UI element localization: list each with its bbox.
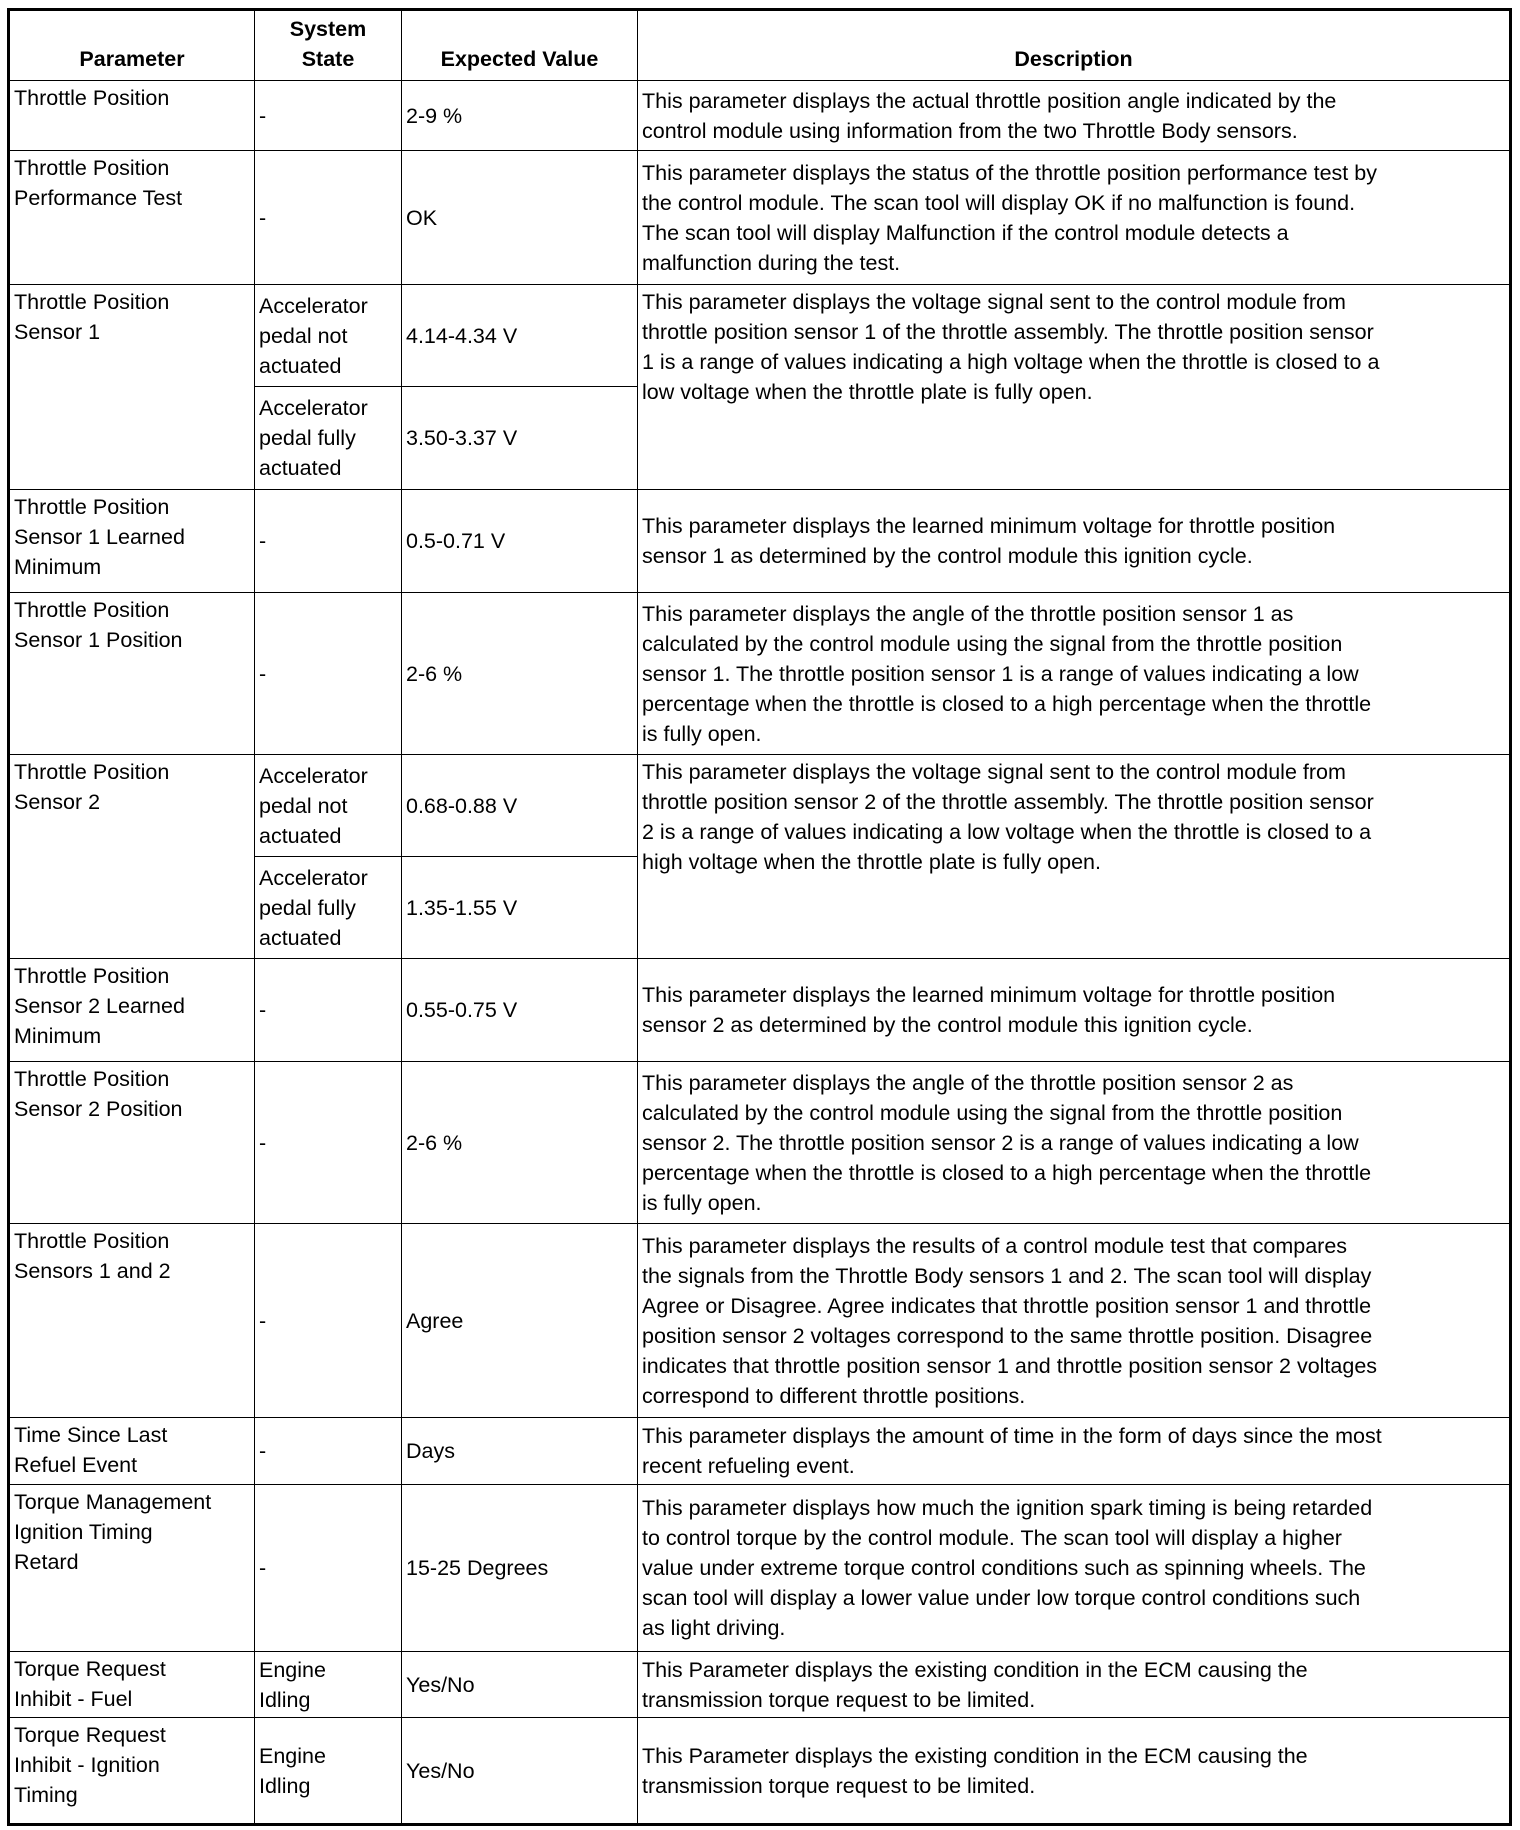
expected-value-cell: Yes/No [401,1717,638,1825]
system-state-cell: Engine Idling [254,1717,402,1825]
description-cell: This Parameter displays the existing con… [637,1717,1511,1825]
description-cell: This Parameter displays the existing con… [637,1651,1511,1718]
expected-value-cell: 15-25 Degrees [401,1484,638,1652]
table-row: Throttle Position Sensor 1 Position -2-6 … [8,592,1511,755]
expected-value-cell: 1.35-1.55 V [401,856,638,959]
expected-value-cell: Agree [401,1223,638,1418]
table-row: Time Since Last Refuel Event - Days This pa… [8,1417,1511,1485]
system-state-cell: Accelerator pedal not actuated [254,284,402,387]
expected-value-cell: 2-9 % [401,80,638,151]
description-cell: This parameter displays the actual throt… [637,80,1511,151]
description-cell: This parameter displays the learned mini… [637,489,1511,593]
table-row: Accelerator pedal fully actuated 3.50-3.3… [9,386,1511,490]
header-expected-value: Expected Value [401,9,638,81]
description-cell: This parameter displays the amount of ti… [637,1417,1511,1485]
table-row: Torque Request Inhibit - Ignition Timing… [8,1717,1511,1825]
description-cell: This parameter displays how much the ign… [637,1484,1511,1652]
parameter-cell: Throttle Position Sensor 2 Position [8,1061,255,1224]
parameter-cell: Throttle Position Sensor 1 Position [8,592,255,755]
expected-value-cell: 4.14-4.34 V [401,284,638,387]
system-state-cell: Engine Idling [254,1651,402,1718]
system-state-cell: - [254,592,402,755]
system-state-cell: - [254,1484,402,1652]
parameter-cell: Throttle Position Sensor 1 [8,284,255,490]
system-state-cell: - [254,1223,402,1418]
expected-value-cell: 3.50-3.37 V [401,386,638,490]
parameter-cell: Torque Request Inhibit - Fuel [8,1651,255,1718]
system-state-cell: - [254,80,402,151]
header-system-state: System State [254,9,402,81]
system-state-cell: - [254,1061,402,1224]
expected-value-cell: 0.5-0.71 V [401,489,638,593]
description-cell: This parameter displays the results of a… [637,1223,1511,1418]
parameter-cell: Throttle Position Sensor 1 Learned Minim… [8,489,255,593]
system-state-cell: - [254,958,402,1062]
description-cell: This parameter displays the learned mini… [637,958,1511,1062]
table-row: Accelerator pedal fully actuated 1.35-1.5… [9,856,1511,959]
description-cell: This parameter displays the voltage sign… [637,284,1511,490]
system-state-cell: Accelerator pedal fully actuated [254,856,402,959]
expected-value-cell: Days [401,1417,638,1485]
expected-value-cell: 0.55-0.75 V [401,958,638,1062]
parameter-cell: Time Since Last Refuel Event [8,1417,255,1485]
expected-value-cell: 2-6 % [401,1061,638,1224]
table-row: Throttle Position Sensor 1 Accelerator pe… [8,284,1511,490]
description-cell: This parameter displays the status of th… [637,150,1511,285]
table-row: Throttle Position Sensor 2 Position -2-6 … [8,1061,1511,1224]
description-cell: This parameter displays the angle of the… [637,592,1511,755]
parameter-cell: Torque Request Inhibit - Ignition Timing [8,1717,255,1825]
header-description: Description [637,9,1511,81]
header-row: Parameter System State Expected Value De… [8,9,1511,81]
table-row: Throttle Position Sensors 1 and 2- Agree T… [8,1223,1511,1418]
parameter-cell: Throttle Position Performance Test [8,150,255,285]
description-cell: This parameter displays the voltage sign… [637,754,1511,959]
parameter-cell: Throttle Position Sensors 1 and 2 [8,1223,255,1418]
parameter-table: Parameter System State Expected Value De… [7,8,1512,1826]
table-row: Throttle Position Performance Test - OK Thi… [8,150,1511,285]
header-parameter: Parameter [8,9,255,81]
table-row: Torque Request Inhibit - Fuel Engine Idli… [8,1651,1511,1718]
table-row: Throttle Position Sensor 2 Accelerator pe… [8,754,1511,959]
expected-value-cell: OK [401,150,638,285]
system-state-cell: Accelerator pedal not actuated [254,754,402,857]
system-state-cell: - [254,1417,402,1485]
parameter-cell: Torque Management Ignition Timing Retard [8,1484,255,1652]
parameter-cell: Throttle Position [8,80,255,151]
table-row: Throttle Position Sensor 1 Learned Minim… [8,489,1511,593]
system-state-cell: - [254,150,402,285]
parameter-cell: Throttle Position Sensor 2 [8,754,255,959]
expected-value-cell: 2-6 % [401,592,638,755]
expected-value-cell: 0.68-0.88 V [401,754,638,857]
expected-value-cell: Yes/No [401,1651,638,1718]
table-row: Throttle Position Sensor 2 Learned Minim… [8,958,1511,1062]
table-row: Throttle Position -2-9 % This parameter di… [8,80,1511,151]
system-state-cell: - [254,489,402,593]
description-cell: This parameter displays the angle of the… [637,1061,1511,1224]
table-row: Torque Management Ignition Timing Retard… [8,1484,1511,1652]
system-state-cell: Accelerator pedal fully actuated [254,386,402,490]
parameter-cell: Throttle Position Sensor 2 Learned Minim… [8,958,255,1062]
